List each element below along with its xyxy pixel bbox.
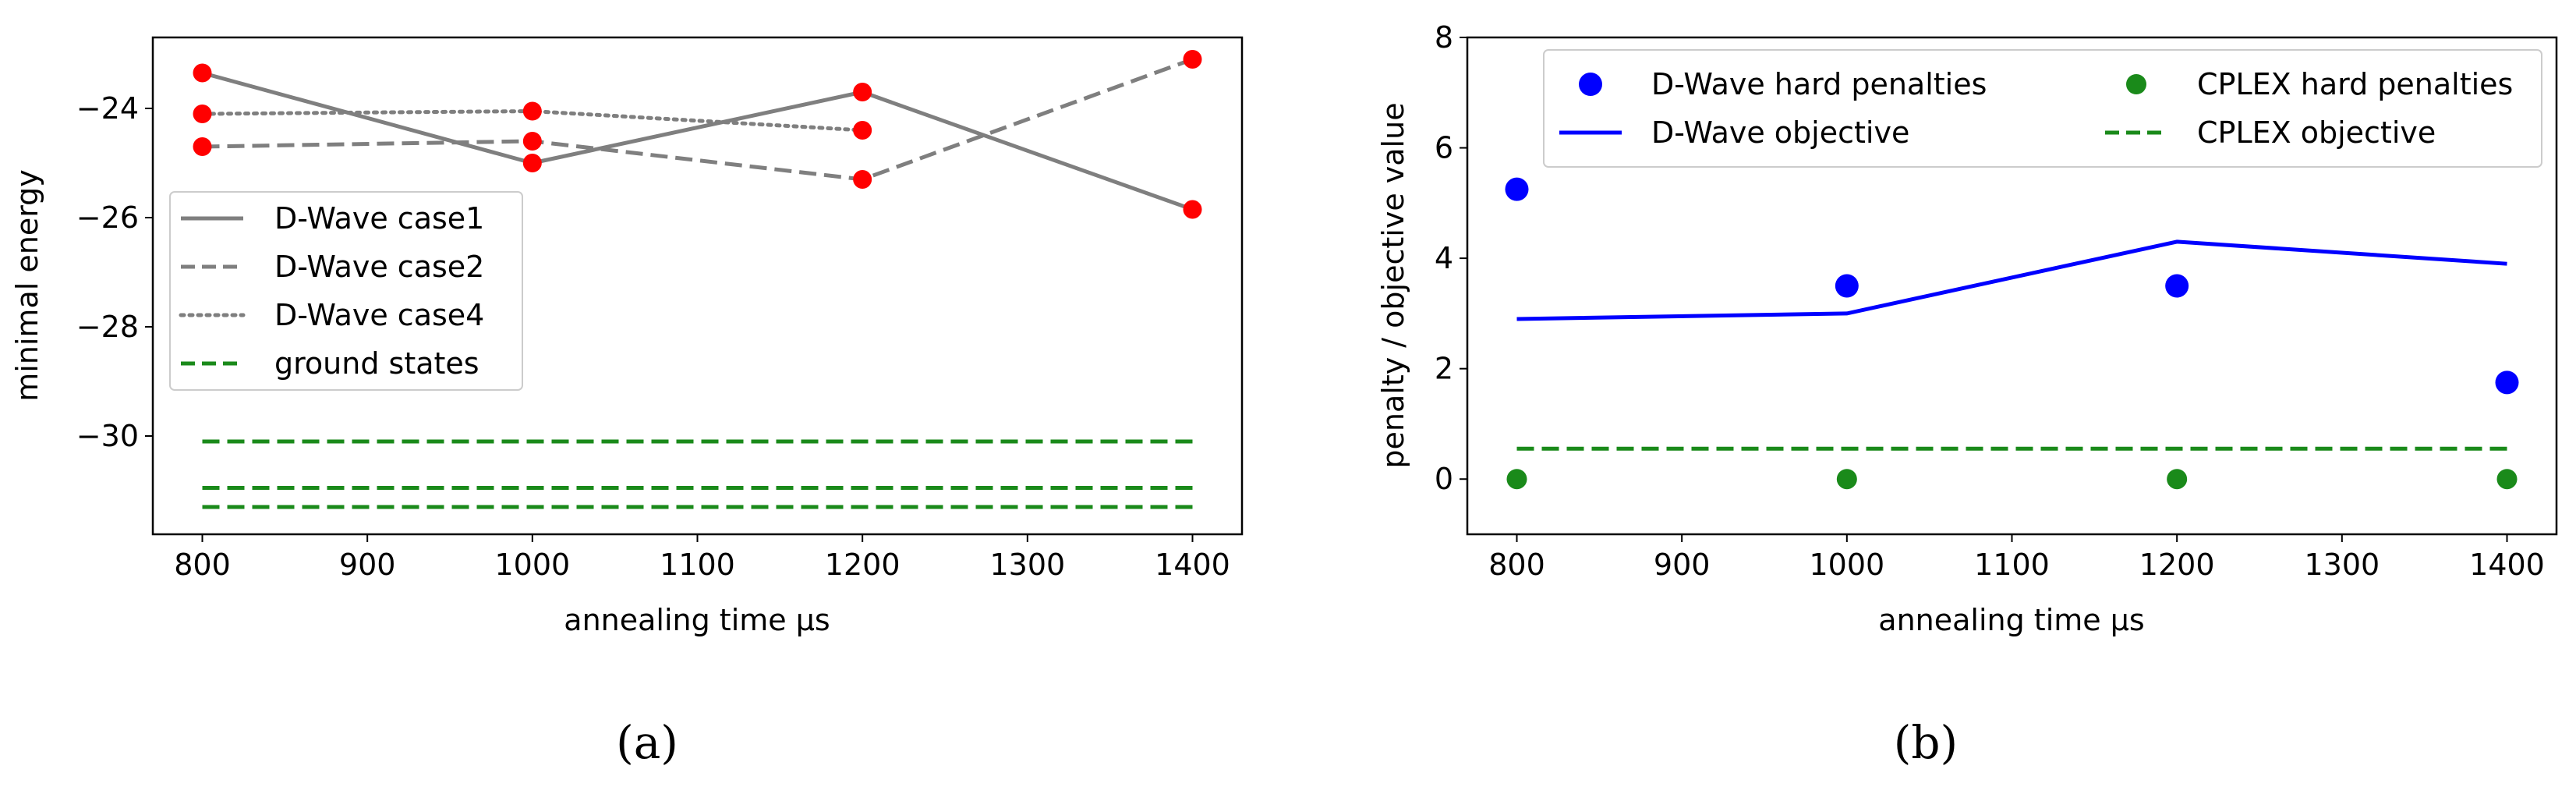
data-point-marker	[193, 63, 212, 83]
legend-box-b	[1543, 49, 2542, 168]
y-tick-label-a: −30	[76, 419, 139, 453]
data-point-marker	[853, 83, 872, 101]
x-tick-label-a: 1200	[825, 548, 901, 582]
y-tick-label-b: 0	[1435, 462, 1453, 496]
x-tick-label-a: 1100	[660, 548, 735, 582]
legend-label-b: CPLEX objective	[2197, 115, 2436, 150]
y-ticks-b: 0 2 4 6 8	[1435, 20, 1467, 496]
data-point-d-wave-hard-penalties	[1505, 177, 1529, 201]
legend-label-a: D-Wave case1	[274, 201, 484, 236]
x-tick-label-b: 1300	[2304, 548, 2380, 582]
y-tick-label-b: 2	[1435, 352, 1453, 386]
data-point-marker	[853, 121, 872, 140]
legend-label-b: D-Wave objective	[1651, 115, 1909, 150]
legend-label-b: CPLEX hard penalties	[2197, 67, 2513, 101]
data-point-marker	[853, 170, 872, 189]
legend-b: D-Wave hard penalties CPLEX hard penaltie…	[1543, 49, 2542, 168]
series-line-d-wave-objective	[1516, 239, 2507, 321]
caption-b: (b)	[1894, 716, 1958, 769]
legend-swatch-b	[2126, 74, 2146, 94]
x-ticks-a: 800 900 1000 1100 1200 1300 1400	[174, 534, 1230, 582]
x-tick-label-a: 800	[174, 548, 231, 582]
y-tick-label-a: −26	[76, 200, 139, 235]
legend-label-b: D-Wave hard penalties	[1651, 67, 1987, 101]
data-point-marker	[522, 101, 542, 121]
x-axis-label-a: annealing time µs	[564, 603, 830, 637]
data-point-cplex-hard-penalties	[2167, 469, 2188, 490]
y-tick-label-b: 4	[1435, 241, 1453, 275]
y-tick-label-a: −24	[76, 91, 139, 126]
data-point-marker	[1183, 200, 1202, 219]
y-axis-label-b: penalty / objective value	[1376, 102, 1410, 468]
y-tick-label-b: 6	[1435, 131, 1453, 165]
data-point-d-wave-hard-penalties	[2165, 274, 2189, 298]
x-tick-label-b: 1200	[2139, 548, 2215, 582]
data-layer-a	[193, 50, 1202, 509]
chart-panel-b: 800 900 1000 1100 1200 1300 1400 0 2 4 6 8 anneali…	[1376, 20, 2558, 769]
x-tick-label-a: 900	[339, 548, 396, 582]
legend-label-a: D-Wave case2	[274, 250, 484, 284]
data-point-cplex-hard-penalties	[2496, 469, 2518, 490]
series-line-d-wave-case1	[201, 71, 1194, 211]
y-axis-label-a: minimal energy	[10, 169, 44, 402]
caption-a: (a)	[616, 716, 678, 769]
data-point-cplex-hard-penalties	[1836, 469, 1857, 490]
legend-label-a: ground states	[274, 346, 479, 381]
data-layer-b	[1505, 177, 2519, 490]
y-ticks-a: −30 −28 −26 −24	[76, 91, 153, 453]
data-point-marker	[522, 154, 542, 172]
legend-a: D-Wave case1 D-Wave case2 D-Wave case4 grou…	[169, 191, 523, 391]
x-tick-label-a: 1300	[989, 548, 1065, 582]
x-tick-label-a: 1400	[1155, 548, 1230, 582]
data-point-marker	[193, 105, 212, 123]
x-tick-label-b: 800	[1488, 548, 1545, 582]
x-tick-label-b: 1100	[1974, 548, 2050, 582]
legend-box-a	[169, 191, 523, 391]
data-point-marker	[193, 137, 212, 156]
x-ticks-b: 800 900 1000 1100 1200 1300 1400	[1488, 534, 2545, 582]
data-point-cplex-hard-penalties	[1506, 469, 1527, 490]
y-tick-label-b: 8	[1435, 20, 1453, 55]
data-point-marker	[1183, 50, 1202, 69]
x-tick-label-b: 1400	[2469, 548, 2545, 582]
data-point-marker	[522, 132, 542, 151]
x-tick-label-a: 1000	[494, 548, 570, 582]
data-point-d-wave-hard-penalties	[2495, 370, 2519, 395]
x-axis-label-b: annealing time µs	[1878, 603, 2144, 637]
x-tick-label-b: 900	[1654, 548, 1711, 582]
data-point-d-wave-hard-penalties	[1835, 274, 1859, 298]
legend-label-a: D-Wave case4	[274, 298, 484, 332]
legend-swatch-b	[1579, 73, 1602, 96]
y-tick-label-a: −28	[76, 310, 139, 344]
chart-panel-a: 800 900 1000 1100 1200 1300 1400 −30−28−26−24 …	[10, 36, 1244, 769]
series-line-d-wave-case2	[202, 57, 1194, 182]
x-tick-label-b: 1000	[1809, 548, 1884, 582]
